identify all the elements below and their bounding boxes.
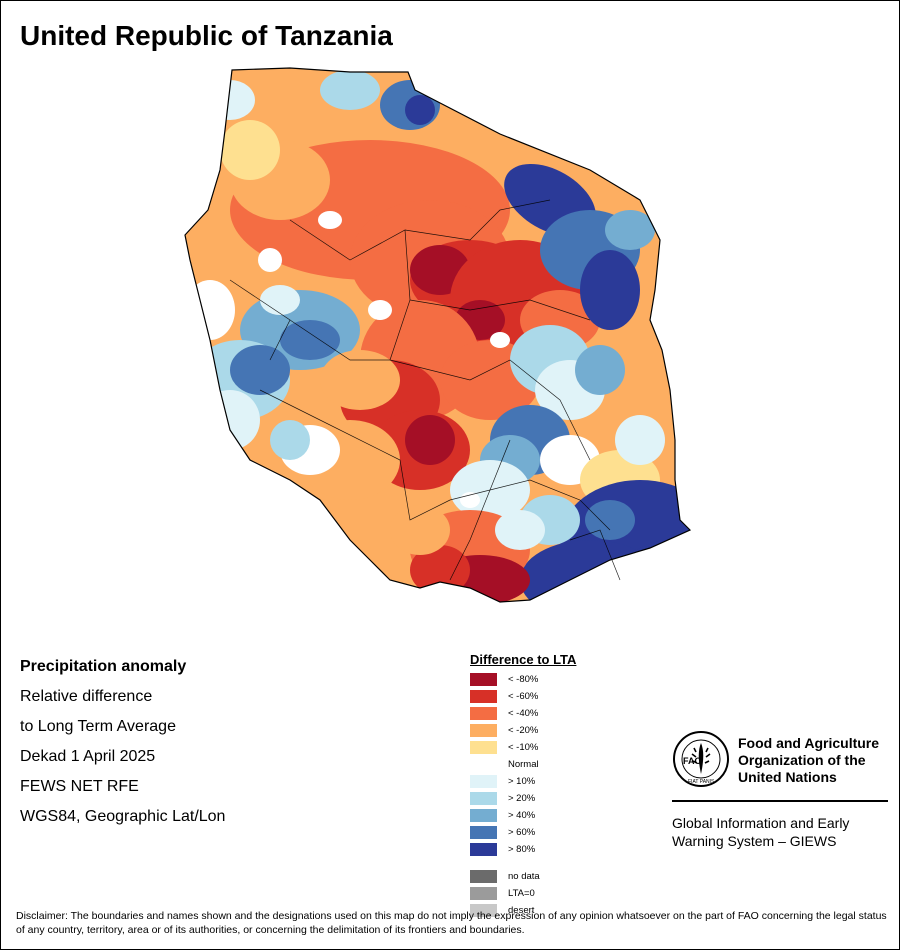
legend-swatch — [470, 870, 497, 883]
legend-swatch — [470, 707, 497, 720]
legend-extra-item: no data — [470, 868, 630, 885]
legend-label: Normal — [508, 759, 539, 770]
legend: Difference to LTA < -80% < -60% < -40% < -2… — [470, 652, 630, 919]
legend-swatch — [470, 724, 497, 737]
anomaly-map — [170, 60, 730, 620]
anomaly-patch — [200, 390, 260, 450]
anomaly-patch — [615, 415, 665, 465]
anomaly-patch — [260, 285, 300, 315]
anomaly-patch — [258, 248, 282, 272]
anomaly-patch — [520, 540, 660, 602]
anomaly-patch — [495, 510, 545, 550]
anomaly-patch — [405, 415, 455, 465]
legend-title: Difference to LTA — [470, 652, 577, 667]
legend-swatch — [470, 887, 497, 900]
info-source: FEWS NET RFE — [20, 778, 139, 795]
fao-divider — [672, 800, 888, 802]
anomaly-patch — [580, 250, 640, 330]
anomaly-patch — [575, 345, 625, 395]
anomaly-patch — [368, 300, 392, 320]
giews-line-2: Warning System – GIEWS — [672, 833, 837, 849]
anomaly-patch — [185, 280, 235, 340]
legend-swatch — [470, 775, 497, 788]
anomaly-patch — [390, 505, 450, 555]
legend-label: < -80% — [508, 674, 539, 685]
giews-line-1: Global Information and Early — [672, 815, 850, 831]
info-variable: Precipitation anomaly — [20, 658, 187, 675]
legend-class-item: > 60% — [470, 824, 630, 841]
fao-logo-letters: FAO — [683, 756, 702, 766]
fao-name-line-1: Food and Agriculture — [738, 735, 880, 751]
anomaly-patch — [405, 95, 435, 125]
anomaly-patch — [270, 420, 310, 460]
legend-swatch — [470, 690, 497, 703]
anomaly-patch — [320, 70, 380, 110]
tanzania-anomaly-raster — [184, 67, 691, 603]
legend-swatch — [470, 741, 497, 754]
legend-extra-item: desert — [470, 902, 630, 919]
fao-name-line-2: Organization of the — [738, 752, 866, 768]
anomaly-patch — [220, 120, 280, 180]
fao-name: Food and Agriculture Organization of the… — [738, 735, 898, 786]
legend-class-item: < -60% — [470, 688, 630, 705]
legend-extra-item: LTA=0 — [470, 885, 630, 902]
fao-name-line-3: United Nations — [738, 769, 837, 785]
legend-label: < -10% — [508, 742, 539, 753]
anomaly-patch — [585, 500, 635, 540]
legend-label: desert — [508, 905, 535, 916]
legend-label: LTA=0 — [508, 888, 535, 899]
anomaly-patch — [280, 320, 340, 360]
anomaly-patch — [230, 345, 290, 395]
legend-swatch — [470, 826, 497, 839]
legend-class-item: < -40% — [470, 705, 630, 722]
legend-swatch — [470, 673, 497, 686]
legend-class-item: > 10% — [470, 773, 630, 790]
info-projection: WGS84, Geographic Lat/Lon — [20, 808, 226, 825]
legend-swatch — [470, 809, 497, 822]
legend-label: > 40% — [508, 810, 536, 821]
legend-label: no data — [508, 871, 540, 882]
legend-label: > 10% — [508, 776, 536, 787]
legend-label: > 80% — [508, 844, 536, 855]
legend-class-item: < -10% — [470, 739, 630, 756]
legend-swatch — [470, 758, 497, 771]
anomaly-patch — [605, 210, 655, 250]
anomaly-patch — [410, 545, 470, 595]
anomaly-patch — [460, 492, 480, 508]
fao-logo-icon: FAO FIAT PANIS — [673, 731, 729, 787]
map-info-panel: Precipitation anomaly Relative differenc… — [20, 656, 320, 836]
legend-class-item: < -20% — [470, 722, 630, 739]
legend-class-item: Normal — [470, 756, 630, 773]
legend-class-item: > 20% — [470, 790, 630, 807]
legend-class-item: > 40% — [470, 807, 630, 824]
region-boundaries — [229, 199, 621, 581]
legend-label: > 60% — [508, 827, 536, 838]
legend-label: < -40% — [508, 708, 539, 719]
legend-class-item: < -80% — [470, 671, 630, 688]
disclaimer: Disclaimer: The boundaries and names sho… — [16, 910, 887, 936]
anomaly-patch — [320, 350, 400, 410]
map-title: United Republic of Tanzania — [20, 20, 393, 51]
legend-label: < -20% — [508, 725, 539, 736]
legend-label: < -60% — [508, 691, 539, 702]
info-measure-line-1: Relative difference — [20, 688, 153, 705]
legend-class-item: > 80% — [470, 841, 630, 858]
fao-logo-motto: FIAT PANIS — [688, 779, 715, 785]
legend-swatch — [470, 843, 497, 856]
legend-swatch — [470, 792, 497, 805]
info-measure-line-2: to Long Term Average — [20, 718, 176, 735]
info-period: Dekad 1 April 2025 — [20, 748, 156, 765]
anomaly-patch — [318, 211, 342, 229]
giews-name: Global Information and Early Warning Sys… — [672, 814, 888, 850]
legend-swatch — [470, 904, 497, 917]
anomaly-patch — [490, 332, 510, 348]
anomaly-patch — [560, 480, 690, 600]
legend-label: > 20% — [508, 793, 536, 804]
